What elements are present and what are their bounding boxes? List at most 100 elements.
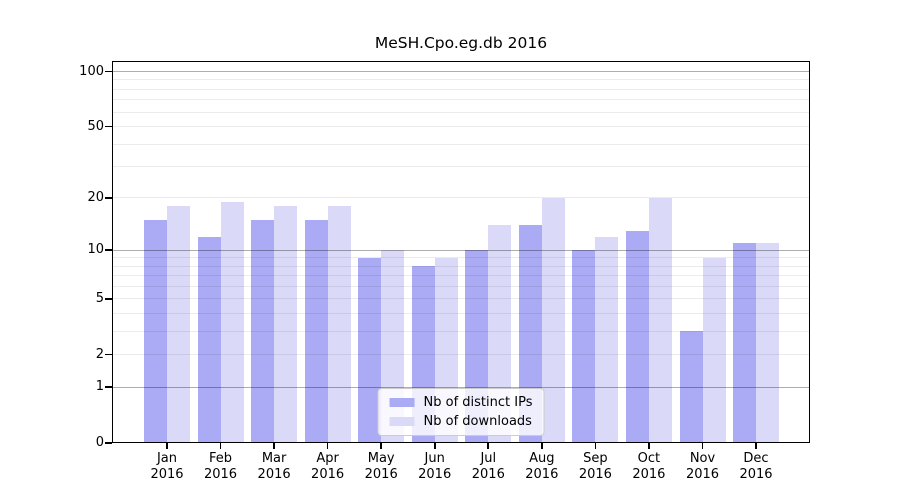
- x-tick-label-year: 2016: [525, 467, 559, 482]
- bar-feb-nb-of-downloads: [220, 201, 244, 443]
- y-tick-mark-2: [105, 353, 112, 356]
- x-tick-label-year: 2016: [739, 467, 773, 482]
- gridline-minor-8: [112, 265, 810, 267]
- y-tick-label-100: 100: [79, 63, 104, 79]
- gridline-minor-80: [112, 88, 810, 90]
- x-tick-label-year: 2016: [685, 467, 720, 482]
- legend-item-downloads: Nb of downloads: [389, 414, 533, 429]
- gridline-minor-70: [112, 99, 810, 101]
- bar-dec-nb-of-downloads: [756, 242, 779, 443]
- bar-oct-nb-of-distinct-ips: [625, 230, 649, 443]
- bar-oct-nb-of-downloads: [648, 197, 672, 443]
- gridline-minor-30: [112, 166, 810, 167]
- x-tick-label-month: Jun: [424, 451, 445, 466]
- grid-layer: [112, 61, 810, 443]
- x-tick-label-month: Sep: [583, 451, 608, 466]
- y-tick-mark-5: [105, 297, 112, 300]
- x-tick-mark-jun: [433, 443, 436, 449]
- gridline-minor-9: [112, 257, 810, 259]
- plot-area: Nb of distinct IPs Nb of downloads: [112, 61, 810, 443]
- bar-jan-nb-of-distinct-ips: [144, 219, 167, 443]
- x-tick-label-mar: Mar 2016: [242, 451, 306, 483]
- x-tick-label-may: May 2016: [349, 451, 413, 483]
- x-tick-label-month: Aug: [529, 451, 555, 466]
- y-tick-label-20: 20: [87, 189, 104, 205]
- x-tick-label-year: 2016: [471, 467, 505, 482]
- gridline-minor-20: [112, 197, 810, 199]
- legend-swatch-distinct-ips: [389, 398, 415, 407]
- x-tick-label-month: Apr: [316, 451, 339, 466]
- x-tick-mark-oct: [648, 443, 650, 449]
- gridline-major-10: [112, 249, 810, 251]
- bar-nov-nb-of-downloads: [702, 257, 726, 443]
- y-tick-label-50: 50: [87, 118, 104, 134]
- x-tick-label-jun: Jun 2016: [403, 451, 467, 483]
- gridline-major-100: [112, 71, 810, 72]
- x-tick-label-year: 2016: [418, 467, 452, 482]
- y-tick-mark-20: [105, 197, 112, 199]
- bar-sep-nb-of-downloads: [595, 236, 619, 443]
- x-tick-mark-feb: [219, 443, 222, 449]
- x-tick-mark-nov: [701, 443, 704, 449]
- y-tick-mark-0: [105, 442, 112, 444]
- x-tick-label-feb: Feb 2016: [189, 451, 253, 483]
- y-tick-mark-100: [105, 70, 112, 73]
- x-tick-label-jan: Jan 2016: [135, 451, 199, 483]
- y-tick-mark-50: [105, 125, 112, 128]
- bar-may-nb-of-distinct-ips: [358, 257, 382, 443]
- x-tick-label-month: Jan: [156, 451, 178, 466]
- x-tick-mark-sep: [594, 443, 597, 449]
- x-tick-mark-jan: [166, 443, 168, 449]
- bar-sep-nb-of-distinct-ips: [572, 250, 596, 443]
- bar-nov-nb-of-distinct-ips: [679, 331, 703, 443]
- x-tick-label-jul: Jul 2016: [456, 451, 520, 483]
- x-tick-label-month: Oct: [637, 451, 661, 466]
- legend-label-downloads: Nb of downloads: [423, 414, 532, 429]
- x-tick-mark-jul: [487, 443, 490, 449]
- x-tick-label-month: Feb: [208, 451, 233, 466]
- gridline-minor-40: [112, 143, 810, 145]
- y-tick-label-2: 2: [95, 346, 104, 362]
- x-tick-label-year: 2016: [257, 467, 291, 482]
- legend: Nb of distinct IPs Nb of downloads: [377, 388, 545, 436]
- x-tick-label-apr: Apr 2016: [296, 451, 360, 483]
- x-tick-label-sep: Sep 2016: [563, 451, 627, 483]
- gridline-minor-4: [112, 312, 810, 314]
- x-tick-label-month: Mar: [261, 451, 287, 466]
- x-tick-label-year: 2016: [150, 467, 184, 482]
- x-tick-label-year: 2016: [578, 467, 612, 482]
- y-tick-label-0: 0: [95, 435, 104, 450]
- x-tick-label-nov: Nov 2016: [671, 451, 735, 483]
- gridline-minor-6: [112, 285, 810, 287]
- legend-swatch-downloads: [389, 417, 415, 426]
- bar-aug-nb-of-downloads: [541, 197, 565, 443]
- x-tick-mark-aug: [540, 443, 543, 449]
- x-tick-label-year: 2016: [203, 467, 238, 482]
- legend-item-distinct-ips: Nb of distinct IPs: [389, 395, 533, 410]
- x-tick-label-aug: Aug 2016: [510, 451, 574, 483]
- x-tick-mark-mar: [273, 443, 275, 449]
- x-tick-label-oct: Oct 2016: [617, 451, 681, 483]
- x-tick-label-dec: Dec 2016: [724, 451, 788, 483]
- gridline-minor-3: [112, 330, 810, 332]
- x-tick-mark-dec: [755, 443, 757, 449]
- gridline-minor-50: [112, 126, 810, 127]
- x-tick-label-year: 2016: [311, 467, 345, 482]
- x-tick-label-month: Nov: [689, 451, 716, 466]
- gridline-minor-60: [112, 111, 810, 113]
- bar-mar-nb-of-distinct-ips: [251, 219, 275, 443]
- bar-apr-nb-of-distinct-ips: [304, 219, 328, 443]
- gridline-minor-5: [112, 298, 810, 300]
- gridline-major-1: [112, 386, 810, 388]
- gridline-minor-90: [112, 79, 810, 81]
- legend-label-distinct-ips: Nb of distinct IPs: [423, 395, 533, 410]
- x-tick-label-month: May: [367, 451, 395, 466]
- x-tick-label-month: Jul: [480, 451, 497, 466]
- y-tick-label-1: 1: [95, 379, 104, 395]
- bar-jan-nb-of-downloads: [167, 206, 190, 443]
- bar-feb-nb-of-distinct-ips: [197, 236, 221, 443]
- x-tick-label-year: 2016: [632, 467, 666, 482]
- bar-dec-nb-of-distinct-ips: [733, 242, 756, 443]
- chart-title: MeSH.Cpo.eg.db 2016: [374, 34, 548, 52]
